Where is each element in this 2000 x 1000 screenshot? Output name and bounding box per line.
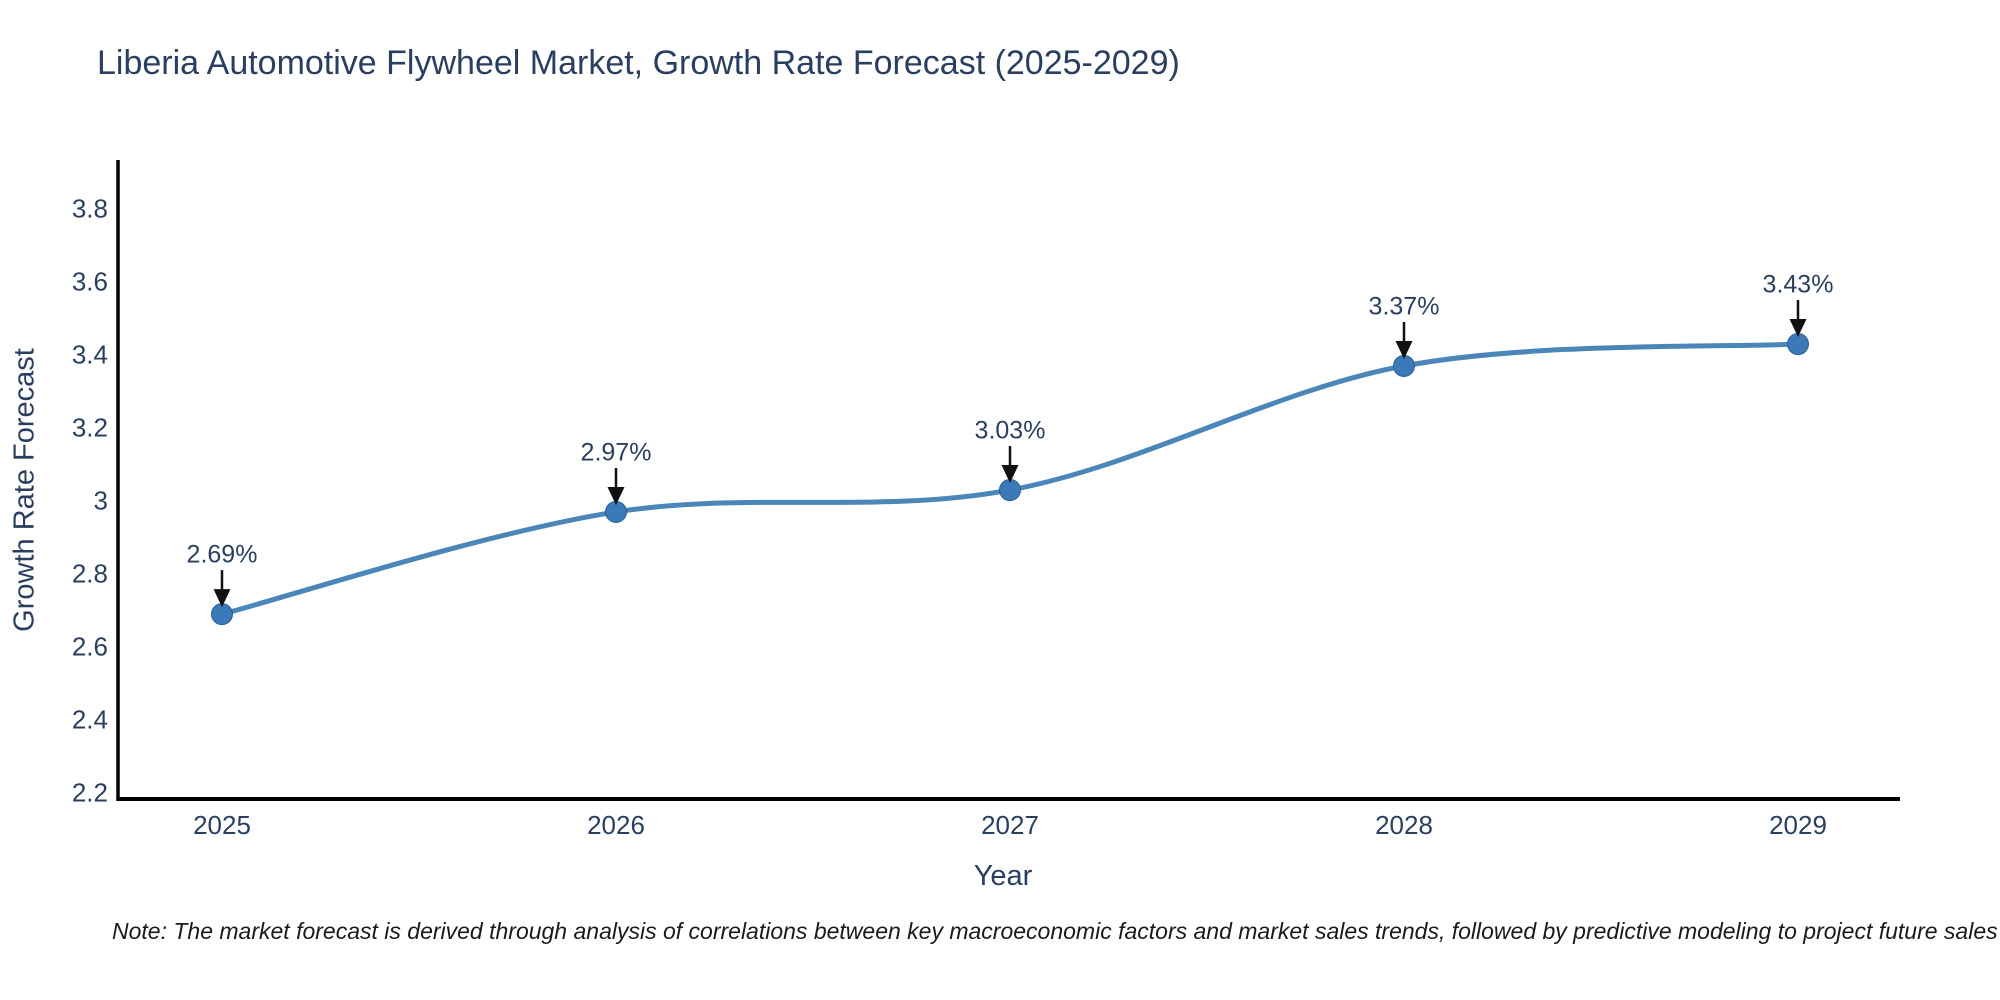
point-annotation-label: 2.97% (580, 438, 652, 467)
annotation-arrow-head (213, 589, 231, 608)
y-tick-label: 2.2 (71, 777, 108, 808)
y-tick-label: 3.4 (71, 339, 108, 370)
annotation-arrow-head (1789, 319, 1807, 338)
x-tick-label: 2026 (587, 810, 645, 840)
point-annotation-label: 3.03% (974, 416, 1046, 445)
annotation-arrow-head (1395, 340, 1413, 359)
x-tick-label: 2027 (981, 810, 1039, 840)
y-tick-label: 2.8 (71, 558, 108, 589)
y-tick-label: 3.8 (71, 193, 108, 224)
point-annotation-label: 3.43% (1762, 270, 1834, 299)
x-axis-title: Year (973, 860, 1033, 892)
annotation-arrow-head (1001, 465, 1019, 484)
annotation-arrow-head (607, 486, 625, 505)
x-tick-label: 2028 (1375, 810, 1433, 840)
x-tick-label: 2029 (1769, 810, 1827, 840)
y-tick-label: 3.2 (71, 412, 108, 443)
y-tick-label: 2.6 (71, 631, 108, 662)
point-annotation-label: 3.37% (1368, 292, 1440, 321)
y-tick-label: 3 (93, 485, 108, 516)
footnote: Note: The market forecast is derived thr… (112, 918, 1998, 944)
y-tick-label: 3.6 (71, 266, 108, 297)
chart-title: Liberia Automotive Flywheel Market, Grow… (97, 44, 1180, 82)
point-annotation-label: 2.69% (186, 540, 258, 569)
y-tick-label: 2.4 (71, 704, 108, 735)
x-tick-label: 2025 (193, 810, 251, 840)
